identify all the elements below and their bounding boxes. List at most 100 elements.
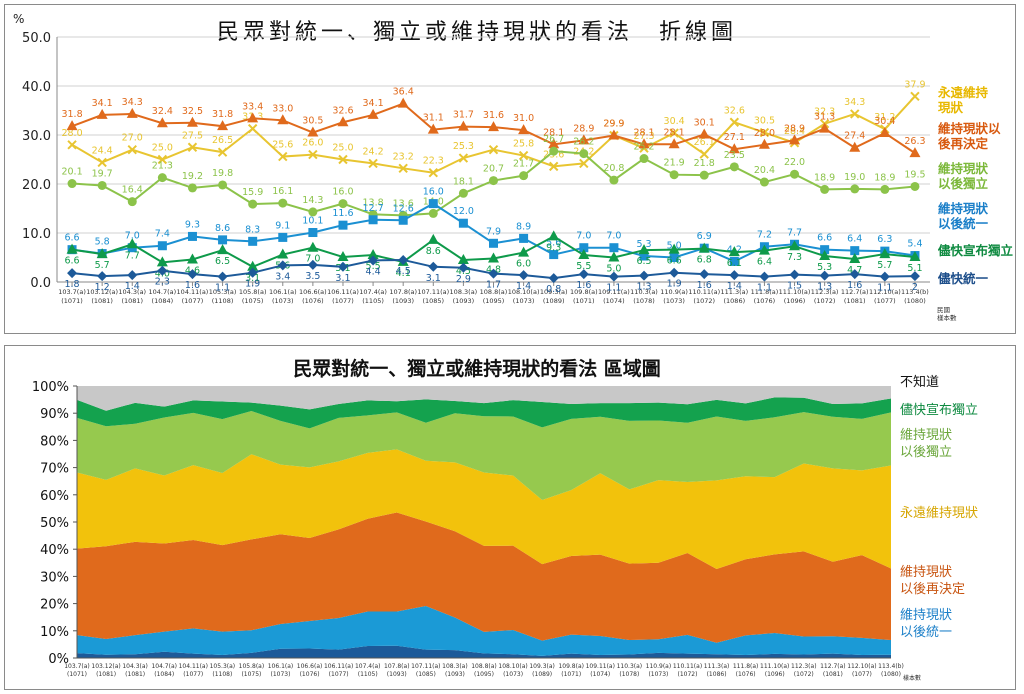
data-point (67, 179, 77, 189)
y-tick-label: 30% (40, 570, 69, 585)
x-sample-label: (1078) (633, 297, 655, 305)
x-tick-label: 107.11(a) (417, 288, 449, 296)
data-label: 6.1 (727, 258, 742, 269)
data-point (217, 271, 228, 282)
legend-entry: 儘快宣布獨立 (900, 402, 978, 418)
data-point (67, 140, 77, 150)
x-tick-label: 106.6(a) (297, 663, 323, 670)
data-label: 25.6 (272, 140, 293, 151)
x-sample-label: (1081) (125, 671, 145, 678)
data-point (217, 120, 229, 131)
data-label: 5.7 (877, 260, 892, 271)
x-tick-label: 111.3(a) (704, 663, 730, 670)
data-point (157, 265, 168, 276)
data-label: 0.8 (546, 284, 561, 295)
x-sample-label: (1074) (603, 297, 625, 305)
x-tick-label: 110.3(a) (617, 663, 643, 670)
data-label: 27.0 (122, 133, 143, 144)
legend-entry: 以後統一 (938, 216, 989, 231)
data-point (218, 180, 228, 190)
x-sample-label: (1071) (573, 297, 595, 305)
data-label: 28.1 (664, 127, 685, 138)
data-label: 31.8 (61, 109, 82, 120)
data-label: 30.5 (754, 116, 775, 127)
line-chart: 民眾對統一、獨立或維持現狀的看法 折線圖% 0.0 10.0 20.0 30.0 40.0… (13, 12, 1014, 322)
data-point (759, 177, 769, 187)
data-point (488, 144, 499, 155)
data-point (820, 245, 830, 255)
data-label: 9.1 (275, 220, 290, 231)
data-label: 33.4 (242, 101, 263, 112)
data-point (458, 262, 469, 273)
data-label: 26.1 (694, 137, 715, 148)
legend-entry: 儘快統一 (937, 271, 989, 286)
data-point (728, 143, 740, 154)
data-label: 27.5 (182, 130, 203, 141)
legend-entry: 維持現狀 (900, 428, 952, 443)
x-tick-label: 106.11(a) (324, 663, 353, 670)
x-sample-label: (1073) (272, 297, 294, 305)
data-point (909, 251, 921, 262)
data-point (337, 251, 349, 262)
data-label: 6.5 (636, 256, 651, 267)
data-point (277, 114, 289, 125)
data-label: 10.1 (302, 216, 323, 227)
data-point (639, 251, 649, 261)
data-point (669, 128, 679, 138)
data-label: 32.4 (152, 106, 173, 117)
legend-entry: 以後獨立 (938, 176, 989, 191)
data-point (549, 146, 559, 156)
x-sample-label: (1093) (445, 671, 465, 678)
x-tick-label: 104.7(a) (151, 663, 177, 670)
data-point (368, 215, 378, 225)
data-label: 26.7 (543, 134, 564, 145)
data-point (428, 261, 439, 272)
y-tick-label: 90% (40, 407, 69, 422)
legend-entry: 現狀 (938, 100, 964, 115)
data-point (337, 116, 349, 127)
x-tick-label: 103.12(a) (91, 663, 120, 670)
data-label: 19.2 (182, 171, 203, 182)
line-chart-title: 民眾對統一、獨立或維持現狀的看法 折線圖 (217, 20, 737, 45)
x-tick-label: 107.4(a) (359, 288, 387, 296)
data-label: 28.4 (784, 126, 805, 137)
x-sample-label: (1076) (736, 671, 756, 678)
data-label: 12.7 (363, 203, 384, 214)
data-point (307, 126, 319, 137)
area-band-1 (77, 606, 891, 656)
x-sample-label: (1073) (513, 297, 535, 305)
x-sample-label: (1096) (765, 671, 785, 678)
data-point (668, 138, 680, 149)
data-point (489, 176, 498, 186)
data-label: 21.9 (664, 158, 685, 169)
data-point (398, 215, 408, 225)
data-label: 16.0 (332, 187, 353, 198)
data-label: 7.4 (155, 229, 170, 240)
y-tick-label: 40.0 (22, 80, 51, 95)
data-point (367, 249, 379, 260)
data-point (277, 248, 289, 259)
data-point (156, 256, 168, 267)
data-label: 37.9 (904, 79, 925, 90)
x-sample-label: (1089) (532, 671, 552, 678)
x-tick-label: 104.11(a) (177, 288, 209, 296)
data-label: 32.6 (332, 105, 353, 116)
data-label: 6.3 (877, 234, 892, 245)
sample-label: 樣本數 (937, 313, 957, 322)
data-label: 18.1 (453, 176, 474, 187)
data-label: 6.4 (847, 234, 862, 245)
data-point (367, 108, 379, 119)
data-label: 28.9 (573, 123, 594, 134)
x-tick-label: 103.7(a) (58, 288, 86, 296)
data-point (247, 260, 259, 271)
data-label: 2.9 (456, 274, 471, 285)
x-tick-label: 108.10(a) (498, 663, 527, 670)
data-label: 3.1 (245, 273, 260, 284)
data-point (247, 123, 258, 134)
data-label: 6.5 (215, 256, 230, 267)
x-tick-label: 111.3(a) (720, 288, 748, 296)
y-tick-label: 60% (40, 489, 69, 504)
data-label: 33.0 (272, 103, 293, 114)
data-label: 30.4 (874, 116, 895, 127)
area-chart-panel: 民眾對統一、獨立或維持現狀的看法 區域圖 0% 10% 20% 30% 40% 50% 60%… (4, 345, 1016, 690)
